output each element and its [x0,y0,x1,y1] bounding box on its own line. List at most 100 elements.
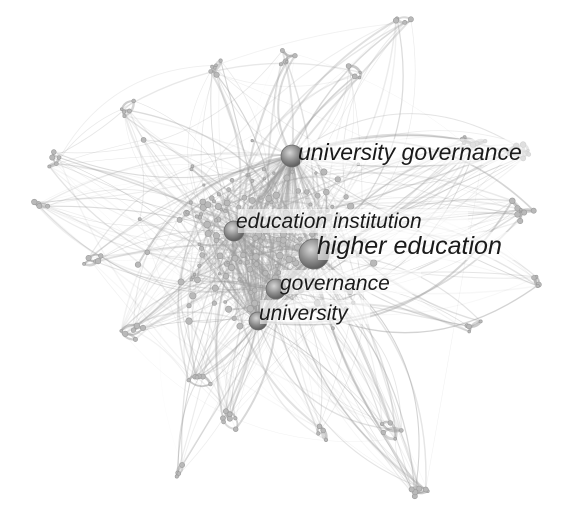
network-node [197,242,202,247]
network-edge [214,287,320,427]
network-edge [186,211,220,275]
network-node [219,208,224,212]
network-node [531,275,537,281]
network-edge [38,205,277,293]
network-edge [38,155,293,226]
network-edge [123,111,315,255]
network-edge [233,71,361,232]
network-node [190,164,195,168]
network-edge [207,155,293,236]
network-edge [190,201,259,322]
network-node [210,64,215,69]
network-node [122,114,127,119]
network-node [244,259,250,265]
network-node [185,210,190,215]
network-edge [276,130,524,196]
network-edge [139,218,200,377]
network-node [517,218,524,225]
network-node [223,208,228,214]
network-edge [273,61,293,157]
network-node [253,261,260,267]
network-node [320,427,326,434]
network-node [140,137,147,143]
network-node [197,263,202,268]
network-edge [56,108,123,165]
network-node [137,217,142,222]
network-edge [38,152,293,207]
network-edge [194,258,236,275]
network-edge [48,139,144,167]
keyword-label-governance: governance [280,272,390,295]
keyword-label-higher-education: higher education [317,232,502,260]
network-node [246,266,254,273]
network-edge [257,320,413,490]
network-edge [242,60,288,323]
network-edge [120,330,396,442]
network-edge [216,235,259,322]
network-node [227,411,233,417]
network-node [392,17,399,24]
network-edge [214,67,315,255]
network-node [263,177,267,181]
network-node [132,336,138,342]
network-node [233,416,238,421]
network-edge [229,320,259,420]
network-edge [192,276,470,328]
network-node [276,270,281,275]
network-edge [210,71,356,87]
network-edge [291,155,421,490]
network-node [119,329,123,333]
network-edge [189,201,231,415]
network-node [370,259,378,267]
network-node [189,292,197,300]
network-edge [210,66,235,232]
network-node [323,188,330,196]
network-node [246,305,254,313]
network-node [186,303,192,309]
network-node [217,272,221,276]
network-edge [51,157,259,322]
network-node [530,207,537,214]
network-node [49,154,56,161]
network-edge [289,55,321,213]
network-node [316,423,323,429]
network-edge [138,218,315,257]
network-edge [279,155,293,261]
network-node [250,178,255,183]
network-node [285,59,289,64]
network-node [134,261,142,268]
network-edge [191,254,203,378]
network-node [399,428,404,433]
label-backdrop-university-governance [300,139,562,165]
network-edge [132,329,190,381]
network-edge [300,281,391,424]
network-edge [275,288,427,491]
network-edge [291,155,412,490]
network-node [521,209,528,216]
network-edge [87,155,293,259]
network-edge [121,62,361,110]
network-node [231,254,239,262]
network-edge [229,320,259,415]
network-node [265,195,273,203]
network-node [179,462,185,468]
network-edge [215,235,429,492]
network-edge [176,155,293,478]
network-edge [123,110,236,233]
network-node [402,19,408,25]
network-edge [221,209,262,287]
network-node [387,420,393,426]
network-edge [200,64,259,322]
network-edge [55,162,277,290]
network-edge [136,155,293,327]
network-node [213,71,220,78]
network-node [320,168,328,176]
network-node [345,63,352,69]
network-node [292,53,298,59]
network-edge [124,155,293,335]
network-node [236,322,244,330]
network-node [94,258,102,265]
network-edge [132,155,293,331]
network-edge [137,155,293,266]
network-node [225,305,233,313]
